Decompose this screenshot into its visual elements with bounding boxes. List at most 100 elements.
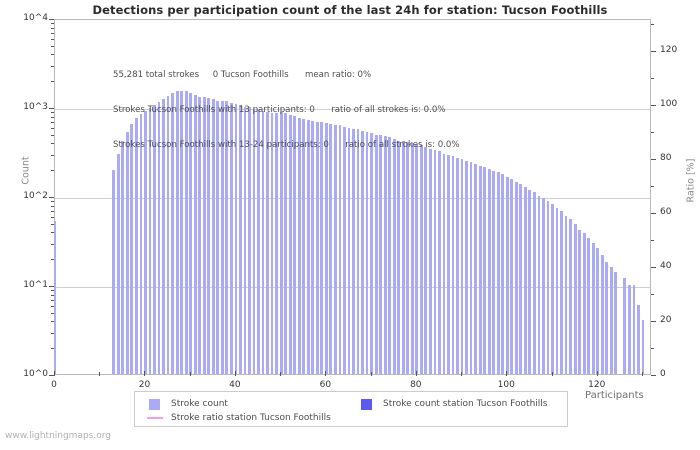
bar xyxy=(505,176,509,374)
y-axis-left-tick-label: 10^0 xyxy=(23,369,48,379)
y-axis-left-minor-tick xyxy=(51,205,54,207)
bar xyxy=(116,153,120,374)
y-axis-right-tick-label: 20 xyxy=(660,315,672,326)
y-axis-left-minor-tick xyxy=(51,243,54,245)
y-axis-left-minor-tick xyxy=(51,299,54,301)
bar xyxy=(243,107,247,374)
bar xyxy=(315,121,319,374)
y-axis-left-minor-tick xyxy=(51,134,54,136)
bar xyxy=(189,92,193,374)
y-axis-right-tick xyxy=(651,321,656,323)
bar xyxy=(166,95,170,374)
x-axis-tick-label: 100 xyxy=(497,380,515,390)
bar xyxy=(564,215,568,374)
bar xyxy=(220,100,224,374)
bar xyxy=(587,237,591,374)
bar xyxy=(193,95,197,374)
bar xyxy=(456,157,459,374)
bar xyxy=(537,196,541,374)
bar xyxy=(483,167,487,374)
y-axis-left-tick-label: 10^3 xyxy=(23,102,48,112)
bar xyxy=(306,119,310,374)
bar xyxy=(460,159,464,374)
x-axis-tick xyxy=(506,371,508,376)
bar xyxy=(501,174,505,374)
y-axis-left-minor-tick xyxy=(51,312,54,314)
bar xyxy=(546,200,550,374)
plot-area: 55,281 total strokes 0 Tucson Foothills … xyxy=(53,19,651,375)
x-axis-tick xyxy=(325,371,327,376)
x-axis-minor-tick xyxy=(189,372,191,376)
bar xyxy=(388,137,392,374)
y-axis-left-minor-tick xyxy=(51,23,54,25)
y-axis-left-minor-tick xyxy=(51,54,54,56)
bar xyxy=(632,285,636,374)
bar xyxy=(383,136,387,374)
bar xyxy=(591,242,595,374)
annotation-line-1: 55,281 total strokes 0 Tucson Foothills … xyxy=(113,70,372,81)
bar xyxy=(343,126,346,374)
bar xyxy=(211,99,215,374)
y-axis-left-minor-tick xyxy=(51,305,54,307)
bar xyxy=(428,148,432,374)
bar xyxy=(347,128,351,374)
bar xyxy=(555,207,559,374)
bar xyxy=(496,172,500,374)
bar xyxy=(451,156,455,374)
bar xyxy=(465,160,468,374)
y-axis-left-minor-tick xyxy=(51,348,54,350)
bar xyxy=(207,97,211,374)
y-axis-left-minor-tick xyxy=(51,38,54,40)
x-axis-minor-tick xyxy=(461,372,463,376)
y-axis-right-minor-tick xyxy=(651,78,654,80)
bar xyxy=(266,111,269,374)
x-axis-tick-label: 20 xyxy=(138,380,151,390)
y-axis-left-minor-tick xyxy=(51,127,54,129)
bar xyxy=(261,111,265,374)
x-axis-tick-label: 0 xyxy=(51,380,57,390)
bar xyxy=(112,170,116,374)
bar xyxy=(148,107,152,374)
bar xyxy=(284,113,288,374)
bar xyxy=(379,135,383,374)
bar xyxy=(121,140,125,374)
bar xyxy=(252,108,256,374)
y-axis-left-minor-tick xyxy=(51,143,54,145)
y-axis-right-tick xyxy=(651,213,656,215)
bar xyxy=(153,104,156,374)
x-axis-tick xyxy=(596,371,598,376)
y-axis-left-minor-tick xyxy=(51,223,54,225)
y-axis-right-minor-tick xyxy=(651,240,654,242)
y-axis-left-tick-label: 10^1 xyxy=(23,280,48,290)
legend-swatch-stroke-count-station xyxy=(361,399,372,410)
y-axis-right-tick xyxy=(651,267,656,269)
bar xyxy=(225,101,229,374)
annotation-line-2: Strokes Tucson Foothills with 13 partici… xyxy=(113,104,446,115)
bar xyxy=(162,99,165,374)
y-axis-left-tick xyxy=(49,19,54,20)
bar xyxy=(627,285,631,374)
bar xyxy=(573,224,577,374)
bar xyxy=(641,320,645,374)
bar xyxy=(324,123,328,374)
bar xyxy=(175,90,179,374)
legend-swatch-stroke-count xyxy=(149,399,160,410)
bar xyxy=(279,111,283,374)
bar xyxy=(469,162,473,374)
bar xyxy=(302,118,306,374)
y-axis-right-tick-label: 120 xyxy=(660,45,678,56)
chart-title: Detections per participation count of th… xyxy=(92,3,608,17)
y-axis-left-minor-tick xyxy=(51,45,54,47)
legend-label-stroke-count-station: Stroke count station Tucson Foothills xyxy=(383,399,548,409)
y-axis-left-minor-tick xyxy=(51,81,54,83)
y-axis-right-tick-label: 40 xyxy=(660,261,672,272)
bar xyxy=(569,219,572,374)
y-axis-left-minor-tick xyxy=(51,290,54,292)
bar xyxy=(229,102,233,374)
bar xyxy=(352,128,355,374)
bar xyxy=(53,221,57,374)
bar xyxy=(551,203,554,374)
y-axis-left-minor-tick xyxy=(51,201,54,203)
bar xyxy=(139,113,143,374)
bar xyxy=(288,114,292,374)
